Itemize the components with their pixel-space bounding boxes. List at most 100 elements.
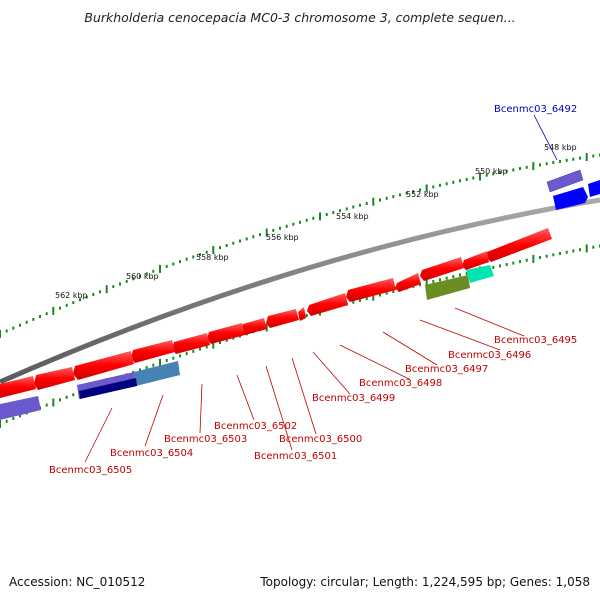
tick-label-556: 556 kbp [266,233,299,242]
gene-label-6500[interactable]: Bcenmc03_6500 [279,434,362,445]
outer-ring-tick [79,298,81,302]
outer-ring-tick [405,191,408,195]
inner-ring-tick [305,314,308,317]
cds-6506[interactable] [34,367,75,390]
inner-ring-tick [505,263,508,266]
outer-ring-tick [12,326,15,330]
inner-ring-tick [145,366,148,370]
tick-label-548: 548 kbp [544,143,577,152]
leader-6492 [533,114,558,161]
label-leader-lines [84,114,558,463]
cds-6496[interactable] [462,251,489,270]
outer-ring-tick [105,285,108,294]
gene-feature-6492-slate[interactable] [546,169,584,193]
outer-ring-tick [419,188,421,192]
gene-label-6499[interactable]: Bcenmc03_6499 [312,393,395,404]
cds-6505b[interactable] [73,351,134,380]
outer-ring-tick [225,244,228,247]
inner-ring-tick [459,273,461,277]
tick-label-554: 554 kbp [336,212,369,221]
inner-ring-tick [579,248,581,252]
gene-label-6501[interactable]: Bcenmc03_6501 [254,451,337,462]
map-title: Burkholderia cenocepacia MC0-3 chromosom… [84,10,515,25]
inner-ring-tick [192,349,195,353]
gene-label-6492[interactable]: Bcenmc03_6492 [494,104,577,115]
cds-6499[interactable] [346,278,396,302]
inner-ring-tick [72,393,75,397]
outer-ring-tick [452,180,455,184]
gene-label-6498[interactable]: Bcenmc03_6498 [359,378,442,389]
feature-slate-left[interactable] [0,396,41,420]
outer-ring-tick [392,195,395,199]
gene-label-6505[interactable]: Bcenmc03_6505 [49,465,132,476]
accession-text: Accession: NC_010512 [9,575,145,589]
cds-6502[interactable] [266,309,299,328]
outer-ring-tick [172,262,175,266]
inner-ring-tick [379,293,381,297]
cds-6498[interactable] [395,273,421,292]
outer-ring-tick [232,241,235,245]
cds-6507[interactable] [0,376,36,398]
outer-ring-tick [119,282,121,286]
gene-labels: Bcenmc03_6492 Bcenmc03_6495 Bcenmc03_649… [49,104,577,476]
inner-ring-tick [552,253,555,257]
gene-label-6497[interactable]: Bcenmc03_6497 [405,364,488,375]
feature-aqua[interactable] [466,265,494,283]
outer-ring-tick [365,202,368,205]
outer-ring-tick [19,323,21,327]
inner-ring-tick [19,414,21,418]
inner-ring-tick [512,261,515,265]
inner-ring-tick [425,279,428,287]
outer-ring-tick [559,159,561,163]
inner-ring-tick [212,340,215,349]
gene-label-6502[interactable]: Bcenmc03_6502 [214,421,297,432]
outer-ring-tick [159,264,161,273]
gene-label-6495[interactable]: Bcenmc03_6495 [494,335,577,346]
cds-6500[interactable] [307,293,348,316]
gene-feature-blue-edge[interactable] [588,180,600,197]
outer-ring-tick [179,260,181,264]
cds-6495[interactable] [487,228,552,262]
cds-6497[interactable] [420,257,464,281]
gene-feature-6492-blue[interactable] [553,187,588,210]
leader-6500 [291,357,317,435]
outer-ring-tick [565,158,568,162]
outer-ring-tick [272,228,275,232]
outer-ring-tick [25,320,28,324]
outer-ring-tick [305,218,308,222]
inner-ring-tick [52,398,55,407]
inner-ring-tick [559,252,561,255]
outer-ring-tick [199,253,201,257]
outer-ring-tick [152,269,155,273]
inner-ring-tick [185,352,188,356]
outer-ring-tick [379,198,381,202]
outer-ring-tick [385,196,388,200]
feature-steel[interactable] [134,361,180,386]
outer-ring-tick [265,228,268,237]
inner-ring-tick [565,250,568,254]
inner-ring-tick [159,358,161,367]
outer-ring-tick [205,250,208,254]
cds-6505a[interactable] [131,340,175,363]
gene-label-6503[interactable]: Bcenmc03_6503 [164,434,247,445]
inner-ring-tick [172,356,175,360]
inner-ring-tick [0,420,1,428]
cds-6504b[interactable] [172,333,210,354]
feature-olive[interactable] [425,275,470,300]
outer-ring-tick [465,177,468,181]
outer-ring-tick [505,169,508,173]
inner-ring-tick [152,363,155,367]
feature-navy[interactable] [79,378,137,399]
outer-ring-tick [32,317,35,321]
inner-ring-tick [532,254,535,263]
leader-6503 [199,383,203,434]
gene-label-6504[interactable]: Bcenmc03_6504 [110,448,193,459]
gene-label-6496[interactable]: Bcenmc03_6496 [448,350,531,361]
cds-6501[interactable] [298,307,306,321]
outer-ring-tick [45,312,48,316]
cds-6503[interactable] [241,318,267,335]
cds-6504a[interactable] [207,323,245,344]
leader-6495 [454,307,525,337]
inner-ring-tick [372,292,375,301]
